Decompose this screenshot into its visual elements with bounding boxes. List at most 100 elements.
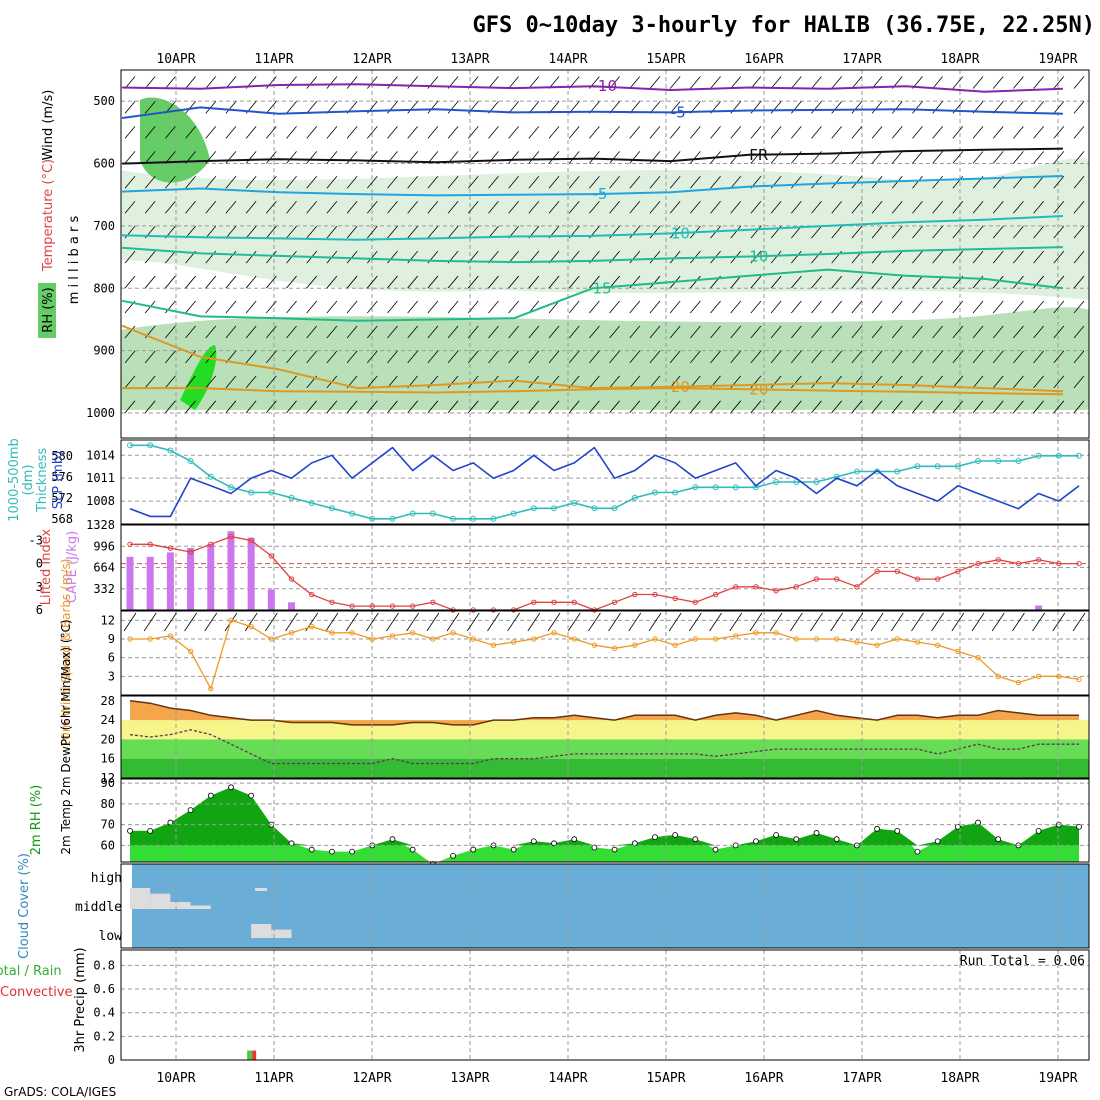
y-tick-temp: 16 bbox=[101, 752, 115, 766]
wind-barb bbox=[629, 76, 641, 89]
wind10-point bbox=[1056, 673, 1062, 680]
wind-barb bbox=[871, 126, 883, 139]
wind-barb bbox=[851, 325, 863, 339]
thickness-line bbox=[130, 444, 1079, 520]
wind-barb bbox=[245, 176, 257, 189]
wind-barb bbox=[266, 200, 277, 214]
wind-barb bbox=[407, 300, 418, 314]
rh2m-point bbox=[329, 848, 335, 855]
lifted-index-point bbox=[187, 549, 194, 555]
wind-barb bbox=[972, 325, 984, 339]
lifted-index-point bbox=[248, 537, 254, 544]
wind-barb bbox=[306, 300, 318, 314]
wind-barb bbox=[165, 76, 176, 89]
wind-barb bbox=[750, 325, 762, 339]
wind-barb bbox=[245, 400, 257, 414]
wind-barb bbox=[144, 76, 156, 89]
cape-bar bbox=[187, 547, 195, 610]
wind-barb bbox=[1013, 225, 1024, 239]
wind-barb bbox=[568, 151, 580, 164]
wind-barb bbox=[831, 76, 843, 89]
wind-barb bbox=[407, 101, 418, 114]
wind-barb bbox=[548, 325, 560, 339]
thickness-point bbox=[732, 484, 739, 491]
wind-barb bbox=[750, 76, 762, 89]
wind-barb bbox=[306, 76, 318, 89]
wind-barb bbox=[589, 400, 600, 414]
wind-barb bbox=[690, 176, 701, 189]
wind-barb bbox=[730, 151, 742, 164]
dewpt-band-lower bbox=[121, 758, 1089, 778]
wind-barb bbox=[1033, 400, 1044, 414]
date-label-bottom: 18APR bbox=[940, 1071, 979, 1086]
wind-barb bbox=[1033, 76, 1044, 89]
wind-barb bbox=[690, 76, 701, 89]
wind10-point bbox=[329, 630, 335, 636]
wind-barb bbox=[306, 350, 318, 364]
date-label-top: 18APR bbox=[940, 52, 979, 67]
wind-barb bbox=[346, 250, 358, 264]
wind-barb bbox=[730, 300, 742, 314]
wind-barb bbox=[205, 275, 217, 289]
wind-barb bbox=[831, 300, 843, 314]
ylabel-millibars: m i l l i b a r s bbox=[67, 216, 82, 305]
rh2m-point bbox=[712, 846, 719, 853]
legend-total-rain: Total / Rain bbox=[0, 964, 62, 979]
wind-barb bbox=[346, 200, 358, 214]
wind-barb bbox=[730, 350, 742, 364]
y-tick-thickness: 568 bbox=[51, 512, 73, 526]
wind-barb bbox=[144, 151, 156, 164]
wind-barb bbox=[589, 350, 600, 364]
wind-barb bbox=[629, 375, 641, 389]
thickness-point bbox=[651, 489, 658, 496]
wind-barb bbox=[306, 325, 318, 339]
rh2m-point bbox=[914, 848, 921, 855]
wind-barb bbox=[508, 126, 519, 139]
wind10-barb bbox=[628, 612, 642, 632]
cloud-cell bbox=[190, 905, 211, 909]
wind-barb bbox=[750, 200, 762, 214]
wind-barb bbox=[548, 200, 560, 214]
wind10-barb bbox=[386, 612, 399, 632]
rh2m-point bbox=[187, 807, 194, 814]
wind-barb bbox=[1013, 76, 1024, 89]
wind-barb bbox=[891, 225, 903, 239]
wind-barb bbox=[427, 126, 439, 139]
rh-legend-swatch bbox=[38, 283, 56, 338]
wind10-point bbox=[672, 642, 678, 648]
lifted-index-point bbox=[712, 591, 719, 598]
wind-barb bbox=[447, 375, 459, 389]
wind-barb bbox=[589, 375, 600, 389]
date-label-top: 12APR bbox=[352, 52, 391, 67]
wind-barb bbox=[185, 275, 196, 289]
wind-barb bbox=[366, 300, 378, 314]
wind-barb bbox=[609, 176, 620, 189]
wind10-barb bbox=[567, 612, 581, 632]
wind10-barb bbox=[345, 612, 359, 632]
y-tick-slp: 1011 bbox=[86, 471, 115, 485]
wind10-barb bbox=[668, 612, 682, 632]
wind-barb bbox=[1033, 151, 1044, 164]
y-tick-slp: 1008 bbox=[86, 494, 115, 508]
wind-barb bbox=[346, 325, 358, 339]
wind10-barb bbox=[608, 612, 621, 632]
thickness-point bbox=[894, 468, 901, 475]
wind-barb bbox=[851, 400, 863, 414]
temperature-contour bbox=[122, 83, 1063, 93]
wind-barb bbox=[508, 275, 519, 289]
rh2m-point bbox=[692, 836, 699, 843]
wind-barb bbox=[1013, 350, 1024, 364]
wind-barb bbox=[932, 300, 943, 314]
wind-barb bbox=[609, 126, 620, 139]
wind-barb bbox=[669, 126, 681, 139]
rh2m-point bbox=[813, 830, 820, 836]
run-total-label: Run Total = 0.06 bbox=[960, 954, 1085, 969]
wind-barb bbox=[165, 350, 176, 364]
wind-barb bbox=[730, 325, 742, 339]
y-tick-li: -3 bbox=[29, 533, 43, 547]
wind-barb bbox=[1053, 375, 1065, 389]
wind-barb bbox=[508, 200, 519, 214]
rh-shade-mid bbox=[121, 307, 1089, 410]
wind10-point bbox=[288, 630, 295, 636]
wind-barb bbox=[508, 76, 519, 89]
